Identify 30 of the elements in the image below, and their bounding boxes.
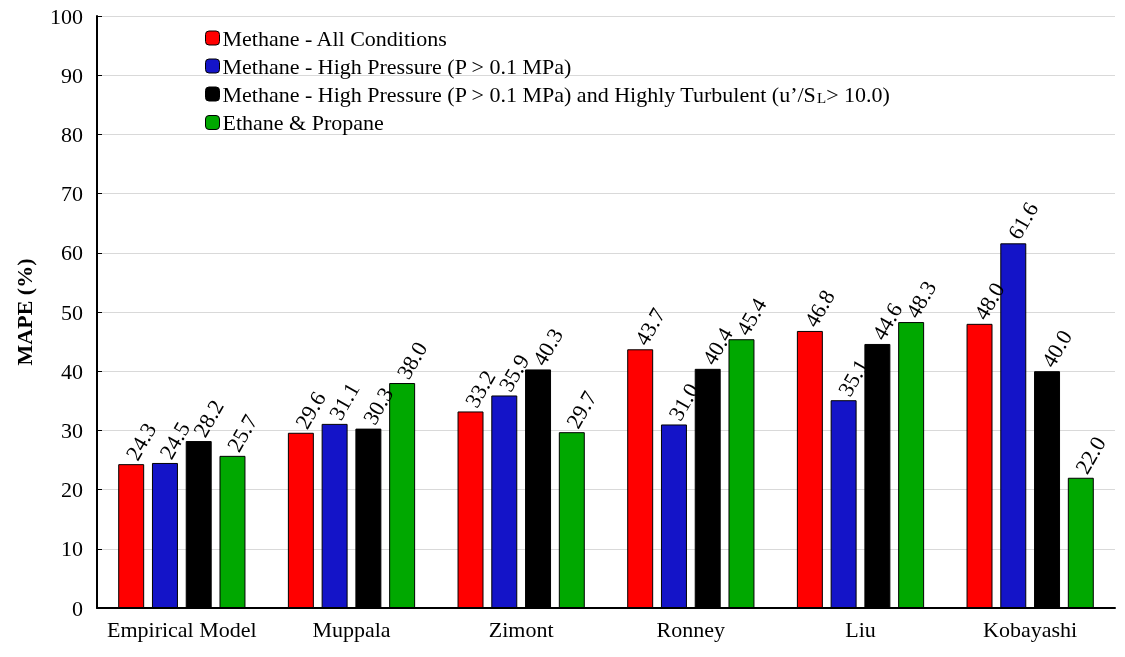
y-tick-label: 0 <box>72 595 83 621</box>
data-label: 40.0 <box>1036 325 1078 372</box>
y-tick-label: 30 <box>61 417 83 443</box>
y-tick-label: 60 <box>61 240 83 266</box>
legend-label: Methane - High Pressure (P > 0.1 MPa) <box>222 53 572 79</box>
y-tick-label: 100 <box>50 3 83 29</box>
data-label: 46.8 <box>799 285 840 332</box>
x-tick-label: Muppala <box>312 616 391 642</box>
legend-label: Methane - All Conditions <box>222 25 447 51</box>
legend-label: Methane - High Pressure (P > 0.1 MPa) and Highly Turbulent (u’/SL> 10.0) <box>222 81 890 107</box>
x-tick-label: Ronney <box>656 616 726 642</box>
y-tick-label: 40 <box>61 358 83 384</box>
y-tick-label: 70 <box>61 181 83 207</box>
y-tick-label: 90 <box>61 62 83 88</box>
x-tick-label: Liu <box>845 616 876 642</box>
y-tick-label: 20 <box>61 477 83 503</box>
data-label: 35.1 <box>832 354 874 401</box>
x-tick-label: Zimont <box>488 616 554 642</box>
data-label: 48.0 <box>968 278 1010 325</box>
y-tick-label: 80 <box>61 121 83 147</box>
y-tick-label: 50 <box>61 299 83 325</box>
legend-label: Ethane & Propane <box>222 110 384 135</box>
y-tick-label: 10 <box>61 536 83 562</box>
data-label: 40.3 <box>527 323 569 370</box>
data-label: 44.6 <box>866 298 908 345</box>
x-tick-label: Kobayashi <box>983 616 1078 642</box>
data-label: 61.6 <box>1002 197 1044 244</box>
y-axis-title: MAPE (%) <box>11 258 37 366</box>
data-label: 40.4 <box>696 323 738 370</box>
x-tick-label: Empirical Model <box>106 616 257 642</box>
